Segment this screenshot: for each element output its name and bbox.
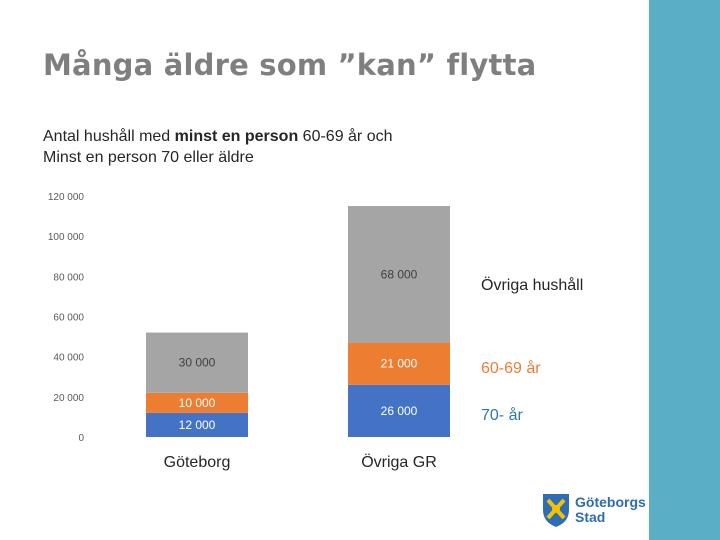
- y-tick-label: 0: [78, 433, 84, 444]
- chart-subtitle: Antal hushåll med minst en person 60-69 …: [43, 126, 393, 168]
- y-tick-label: 100 000: [48, 232, 85, 243]
- data-label: 30 000: [179, 356, 216, 370]
- subtitle-line-2: Minst en person 70 eller äldre: [43, 149, 254, 166]
- bar-segment: [146, 412, 248, 437]
- crest-icon: [543, 494, 569, 527]
- y-tick-label: 40 000: [53, 353, 84, 364]
- stacked-bar-chart: 0 20 000 40 000 60 000 80 000 100 000 120 000 1…: [48, 192, 450, 471]
- subtitle-text-post: 60-69 år och: [298, 128, 393, 145]
- logo-text: Göteborgs Stad: [575, 495, 646, 525]
- logo-line-1: Göteborgs: [575, 494, 646, 510]
- data-label: 26 000: [381, 404, 418, 418]
- y-tick-label: 80 000: [53, 272, 84, 283]
- legend-ovriga-hushall: Övriga hushåll: [481, 277, 584, 294]
- legend-70-ar: 70- år: [481, 407, 523, 424]
- bar-segment: [348, 206, 450, 343]
- data-label: 10 000: [179, 396, 216, 410]
- y-tick-label: 20 000: [53, 393, 84, 404]
- category-label: Övriga GR: [361, 453, 437, 471]
- data-label: 68 000: [381, 267, 418, 281]
- y-tick-label: 120 000: [48, 192, 85, 203]
- data-label: 12 000: [179, 418, 216, 432]
- bar-segment: [146, 392, 248, 413]
- y-tick-label: 60 000: [53, 313, 84, 324]
- subtitle-text-bold: minst en person: [174, 128, 299, 145]
- data-label: 21 000: [381, 357, 418, 371]
- bar-segment: [348, 342, 450, 385]
- goteborgs-stad-logo: Göteborgs Stad: [540, 492, 650, 528]
- bar-segment: [146, 332, 248, 393]
- side-color-band: [649, 0, 720, 540]
- subtitle-text-pre: Antal hushåll med: [43, 128, 175, 145]
- slide-title: Många äldre som ”kan” flytta: [43, 48, 537, 82]
- category-label: Göteborg: [164, 454, 231, 471]
- bar-segment: [348, 384, 450, 437]
- subtitle-line-1: Antal hushåll med minst en person 60-69 …: [43, 126, 393, 147]
- logo-line-2: Stad: [575, 509, 606, 525]
- legend-60-69-ar: 60-69 år: [481, 360, 541, 377]
